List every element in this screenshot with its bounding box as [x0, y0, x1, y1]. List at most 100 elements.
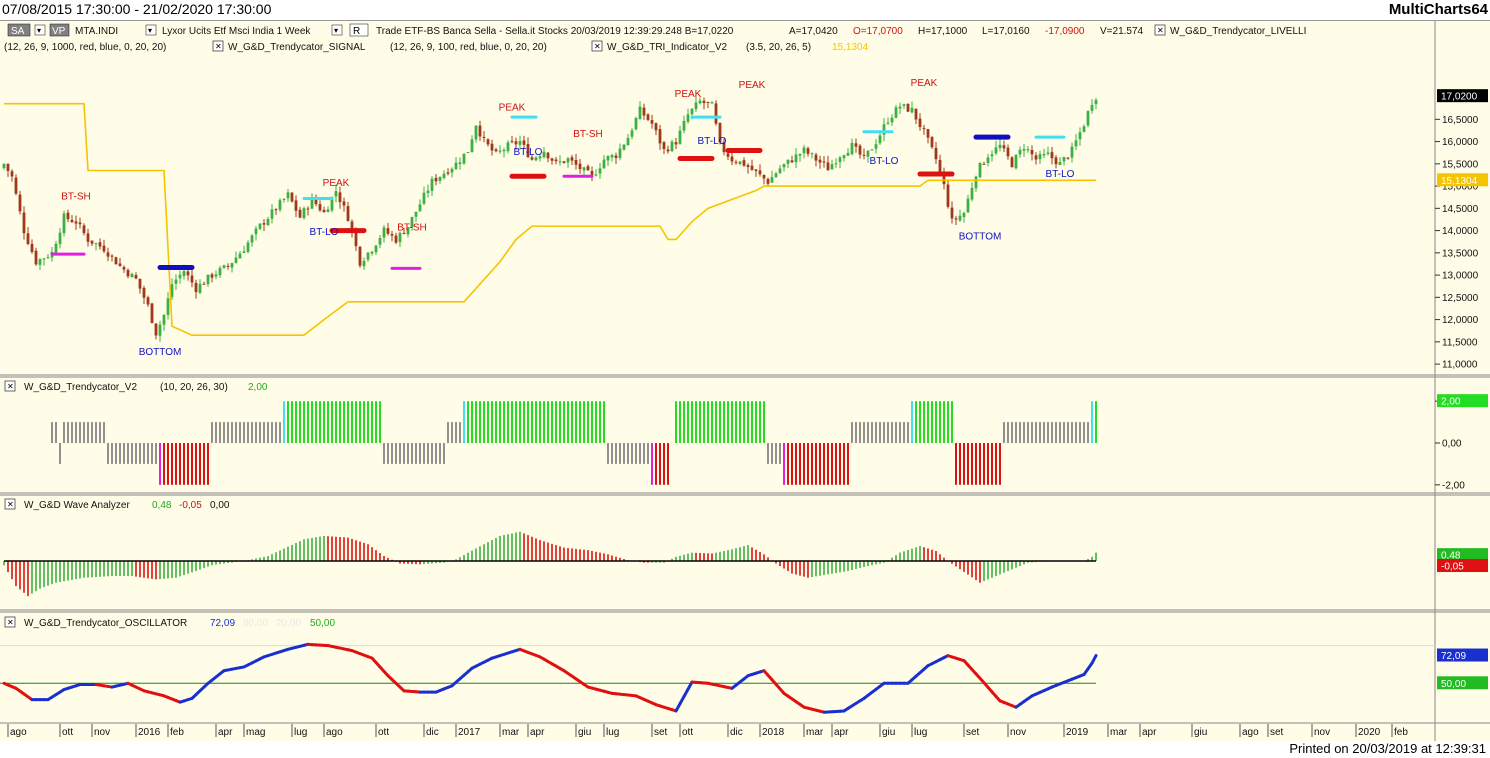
annotation-label: BT-LO — [310, 227, 339, 238]
candle-body — [1014, 154, 1018, 169]
candle-body — [322, 209, 326, 213]
candle-body — [354, 231, 358, 247]
chevron-down-icon: ▾ — [334, 26, 338, 35]
candle-body — [430, 178, 434, 191]
candle-body — [230, 263, 234, 268]
candle-body — [478, 125, 482, 137]
candle-body — [698, 100, 702, 104]
time-axis: ago ott nov 2016 feb apr mag lug ago ott dic 2017 ma… — [7, 724, 1408, 738]
candle-body — [298, 209, 302, 218]
high-price: H=17,1000 — [918, 26, 968, 37]
candle-body — [794, 154, 798, 163]
candle-body — [362, 260, 366, 267]
wave-analyzer-pane[interactable]: 0,48-0,05 — [3, 531, 1488, 597]
candle-body — [894, 107, 898, 118]
price-pane[interactable]: BT-SH BOTTOM PEAK BT-LO BT-SH PEAK BT-LO BT-SH P… — [2, 78, 1098, 358]
candle-body — [814, 154, 818, 161]
candle-body — [798, 153, 802, 156]
candle-body — [890, 117, 894, 123]
candle-body — [546, 152, 550, 159]
candle-body — [518, 141, 522, 145]
remove-study-button[interactable] — [4, 380, 16, 392]
price-scale: 16,5000 16,0000 15,5000 15,0000 14,5000 14,00… — [1435, 89, 1488, 371]
candle-body — [38, 259, 42, 265]
pane-label: W_G&D_Trendycator_V2 — [24, 382, 137, 393]
remove-study-button[interactable] — [591, 40, 603, 52]
osc-value: 72,09 — [210, 618, 235, 629]
candle-body — [1054, 157, 1058, 165]
candle-body — [318, 204, 322, 211]
time-tick-label: mar — [1110, 727, 1128, 738]
candle-body — [1046, 152, 1050, 154]
candle-body — [1082, 126, 1086, 132]
candle-body — [222, 265, 226, 268]
candle-body — [602, 159, 606, 169]
candle-body — [174, 279, 178, 284]
candle-body — [358, 246, 362, 266]
candle-body — [1006, 147, 1010, 157]
candle-body — [606, 156, 610, 161]
candle-body — [18, 194, 22, 212]
wave-pos-flag-bg — [1437, 548, 1488, 562]
chart-canvas[interactable]: SA VP ▾ MTA.INDI ▾ Lyxor Ucits Etf Msci … — [0, 21, 1490, 742]
remove-study-button[interactable] — [212, 40, 224, 52]
close-icon: ✕ — [215, 42, 222, 51]
remove-study-button[interactable] — [4, 616, 16, 628]
candle-body — [690, 108, 694, 115]
candle-body — [774, 173, 778, 177]
candle-body — [574, 159, 578, 165]
candle-body — [942, 172, 946, 185]
candle-body — [170, 284, 174, 298]
remove-study-button[interactable] — [4, 498, 16, 510]
mode-button[interactable] — [349, 23, 369, 37]
annotation-label: BT-SH — [397, 223, 426, 234]
candle-body — [810, 153, 814, 155]
candle-body — [454, 162, 458, 170]
close-icon: ✕ — [7, 500, 14, 509]
price-tick-label: 16,5000 — [1442, 115, 1479, 126]
time-tick-label: ago — [10, 727, 27, 738]
trendycator-v2-pane[interactable]: 2,00 0,00 -2,00 — [51, 394, 1488, 491]
vp-button[interactable] — [49, 23, 70, 37]
candle-body — [642, 107, 646, 116]
chart-area[interactable]: SA VP ▾ MTA.INDI ▾ Lyxor Ucits Etf Msci … — [0, 20, 1490, 742]
app-name: MultiCharts64 — [1388, 1, 1488, 18]
pane-value-pos: 0,48 — [152, 500, 172, 511]
candle-body — [978, 162, 982, 178]
remove-study-button[interactable] — [1154, 24, 1166, 36]
candle-body — [542, 151, 546, 158]
dropdown-arrow-icon[interactable] — [34, 24, 46, 36]
annotation-label: PEAK — [675, 89, 702, 100]
candle-body — [554, 159, 558, 162]
candle-body — [1030, 149, 1034, 155]
time-tick-label: nov — [94, 727, 110, 738]
candle-body — [614, 155, 618, 158]
candle-body — [766, 178, 770, 184]
annotation-label: PEAK — [323, 178, 350, 189]
candle-body — [950, 207, 954, 219]
candle-body — [134, 274, 138, 279]
candle-body — [738, 161, 742, 164]
candle-body — [154, 323, 158, 336]
time-tick-label: set — [654, 727, 668, 738]
candle-body — [918, 118, 922, 128]
annotation-label: PEAK — [499, 102, 526, 113]
candle-body — [22, 212, 26, 234]
candle-body — [94, 243, 98, 245]
candle-body — [6, 163, 10, 171]
candle-body — [730, 156, 734, 162]
annotation-label: PEAK — [911, 78, 938, 89]
candle-body — [782, 164, 786, 168]
candle-body — [958, 215, 962, 221]
candle-body — [294, 200, 298, 211]
sa-button[interactable] — [7, 23, 31, 37]
interval-dropdown-button[interactable] — [331, 24, 343, 36]
instrument-dropdown-button[interactable] — [145, 24, 157, 36]
candle-body — [902, 104, 906, 106]
candle-body — [886, 122, 890, 124]
oscillator-pane[interactable]: 72,09 50,00 — [0, 642, 1488, 714]
candle-body — [146, 297, 150, 305]
time-tick-label: apr — [530, 727, 545, 738]
candle-body — [34, 250, 38, 265]
price-tick-label: 16,0000 — [1442, 137, 1479, 148]
